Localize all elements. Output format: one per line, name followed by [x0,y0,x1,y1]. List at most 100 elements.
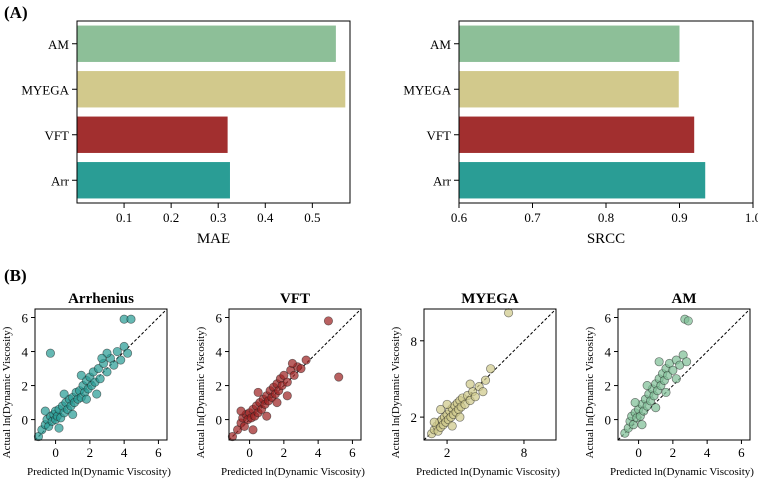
data-point [668,365,678,375]
data-point [661,387,671,397]
arrhenius-scatter-plot: Arrhenius 0 2 4 6 0 2 4 6 Predicted ln(Dynamic Vi… [1,291,171,478]
x-axis-title: Predicted ln(Dynamic Viscosity) [27,466,171,478]
data-point [68,409,78,420]
data-point [630,398,640,408]
data-point [282,377,292,387]
data-point [480,375,491,385]
data-point [334,372,344,382]
plot-frame [34,308,168,441]
bar-am [459,25,680,62]
am-scatter-plot: AM 0 2 4 6 0 2 4 6 Predicted ln(Dynamic Viscosity… [584,291,754,478]
panel-label-b: (B) [4,266,27,285]
data-point [102,367,112,377]
data-point [253,387,263,397]
y-tick-label: Arr [51,173,70,188]
y-tick-label: 0 [605,413,612,428]
data-point [126,314,136,324]
data-point [116,355,126,365]
plot-frame [76,20,351,204]
data-point [76,370,86,380]
data-point [323,316,333,326]
data-point [45,348,55,358]
y-tick-label: VFT [44,128,69,143]
bar-vft [459,116,695,153]
x-tick-label: 0.2 [163,210,179,225]
plot-title: MYEGA [461,291,519,307]
data-point [671,374,681,384]
data-point [504,308,514,318]
data-point [289,370,299,380]
plot-frame [617,308,751,441]
data-point [683,316,693,326]
data-point [123,348,133,358]
x-tick-label: 2 [281,445,288,460]
data-point [447,421,457,431]
panel-label-a: (A) [4,3,28,22]
x-tick-label: 0.3 [210,210,226,225]
data-point [109,360,119,370]
y-tick-label: 0 [22,413,29,428]
x-tick-label: 6 [155,445,162,460]
plot-frame [423,308,557,441]
x-tick-label: 0.1 [116,210,132,225]
data-point [465,379,475,389]
y-tick-label: MYEGA [21,82,69,97]
y-axis-title: Actual ln(Dynamic Viscosity) [390,326,402,458]
x-tick-label: 4 [704,445,711,460]
myega-scatter-plot: MYEGA 2 8 2 8 Predicted ln(Dynamic Viscosity)… [390,291,560,478]
bar-myega [77,71,346,108]
data-point [54,423,64,433]
data-point [40,406,50,416]
x-tick-label: 8 [521,445,528,460]
data-point [429,417,439,427]
y-tick-label: 2 [22,379,29,394]
data-point [95,374,105,384]
y-tick-label: 0 [216,413,223,428]
x-tick-label: 6 [738,445,745,460]
data-point [654,357,664,367]
x-tick-label: 4 [121,445,128,460]
plot-title: VFT [280,291,310,307]
bar-vft [77,116,228,153]
data-point [478,387,488,397]
data-point [92,389,102,399]
y-tick-label: 6 [605,311,612,326]
data-point [651,403,661,413]
x-tick-label: 2 [87,445,94,460]
y-axis-title: Actual ln(Dynamic Viscosity) [195,326,207,458]
plot-title: Arrhenius [68,291,134,307]
data-point [272,398,282,408]
data-point [262,411,272,421]
x-tick-label: 1.0 [745,210,758,225]
x-tick-label: 0 [246,445,253,460]
x-tick-label: 0.6 [451,210,468,225]
y-tick-label: 4 [22,345,29,360]
data-point [637,420,647,430]
y-tick-label: 6 [22,311,29,326]
x-tick-label: 2 [444,445,451,460]
y-tick-label: Arr [433,173,452,188]
y-tick-label: MYEGA [403,82,451,97]
data-point [282,391,292,401]
data-point [287,358,297,368]
data-point [81,394,91,404]
data-point [642,381,652,391]
y-tick-label: 6 [216,311,223,326]
data-point [248,425,258,435]
data-point [296,363,306,374]
y-axis-title: Actual ln(Dynamic Viscosity) [584,326,596,458]
y-tick-label: 4 [216,345,223,360]
y-tick-label: AM [430,37,451,52]
mae-bar-chart: AM MYEGA VFT Arr 0.1 0.2 0.3 0.4 0.5 MAE [21,20,351,247]
x-axis-title: MAE [197,231,230,247]
y-tick-label: VFT [426,128,451,143]
x-axis-title: Predicted ln(Dynamic Viscosity) [416,466,560,478]
x-tick-label: 0.4 [257,210,274,225]
vft-scatter-plot: VFT 0 2 4 6 0 2 4 6 Predicted ln(Dynamic Viscosit… [195,291,365,478]
y-tick-label: 2 [411,410,418,425]
x-axis-title: SRCC [587,231,625,247]
x-tick-label: 0.9 [671,210,687,225]
y-tick-label: AM [48,37,69,52]
data-point [59,389,69,399]
bar-am [77,25,336,62]
